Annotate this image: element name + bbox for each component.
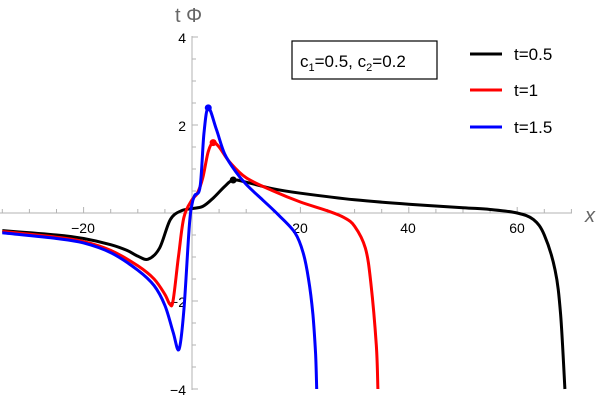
x-axis-label: x bbox=[584, 205, 596, 227]
legend-label: t=1 bbox=[514, 81, 538, 100]
y-tick-label: 2 bbox=[178, 118, 186, 134]
legend-item-t0.5: t=0.5 bbox=[470, 45, 552, 64]
parameter-annotation: c1=0.5, c2=0.2 bbox=[291, 40, 438, 80]
x-tick-label: −20 bbox=[71, 220, 95, 236]
y-axis-label: t Φ bbox=[175, 5, 202, 27]
series-line-t=1.5 bbox=[2, 106, 319, 390]
parameter-text: c1=0.5, c2=0.2 bbox=[300, 52, 406, 74]
x-tick-label: 40 bbox=[400, 220, 416, 236]
y-tick-label: −4 bbox=[170, 382, 186, 398]
peak-marker bbox=[204, 104, 212, 112]
peak-marker bbox=[209, 139, 217, 147]
legend-label: t=1.5 bbox=[514, 118, 552, 137]
y-tick-label: 4 bbox=[178, 30, 186, 46]
series-line-t=1 bbox=[2, 140, 380, 390]
legend: t=0.5 t=1 t=1.5 bbox=[470, 45, 552, 137]
legend-label: t=0.5 bbox=[514, 45, 552, 64]
series-line-t=0.5 bbox=[2, 178, 567, 390]
series-layer bbox=[2, 104, 567, 390]
x-tick-label: 60 bbox=[509, 220, 525, 236]
legend-item-t1: t=1 bbox=[470, 81, 538, 100]
legend-item-t1.5: t=1.5 bbox=[470, 118, 552, 137]
peak-marker bbox=[229, 176, 237, 184]
